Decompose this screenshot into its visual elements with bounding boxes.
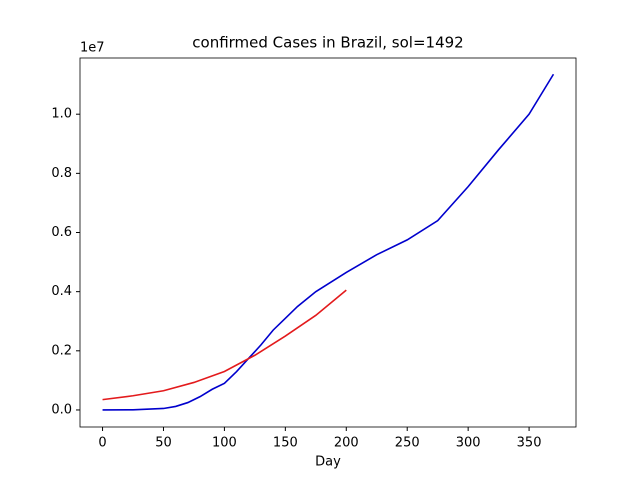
y-tick-label: 0.2 [51,343,72,358]
y-tick-label: 0.6 [51,225,72,240]
x-tick-label: 200 [334,436,359,451]
x-tick-label: 350 [517,436,542,451]
plot-frame [79,57,577,428]
y-tick-label: 1.0 [51,107,72,122]
data-line [102,289,347,401]
x-tick-label: 300 [456,436,481,451]
x-tick-label: 250 [395,436,420,451]
x-tick-label: 100 [212,436,237,451]
y-tick-label: 0.0 [51,402,72,417]
y-offset-label: 1e7 [80,41,105,56]
x-tick-label: 50 [155,436,172,451]
chart-title: confirmed Cases in Brazil, sol=1492 [192,34,463,52]
x-tick-label: 0 [98,436,106,451]
data-line [102,73,555,411]
x-tick-label: 150 [273,436,298,451]
y-tick-label: 0.4 [51,284,72,299]
y-tick-label: 0.8 [51,166,72,181]
x-axis-label: Day [315,455,341,470]
